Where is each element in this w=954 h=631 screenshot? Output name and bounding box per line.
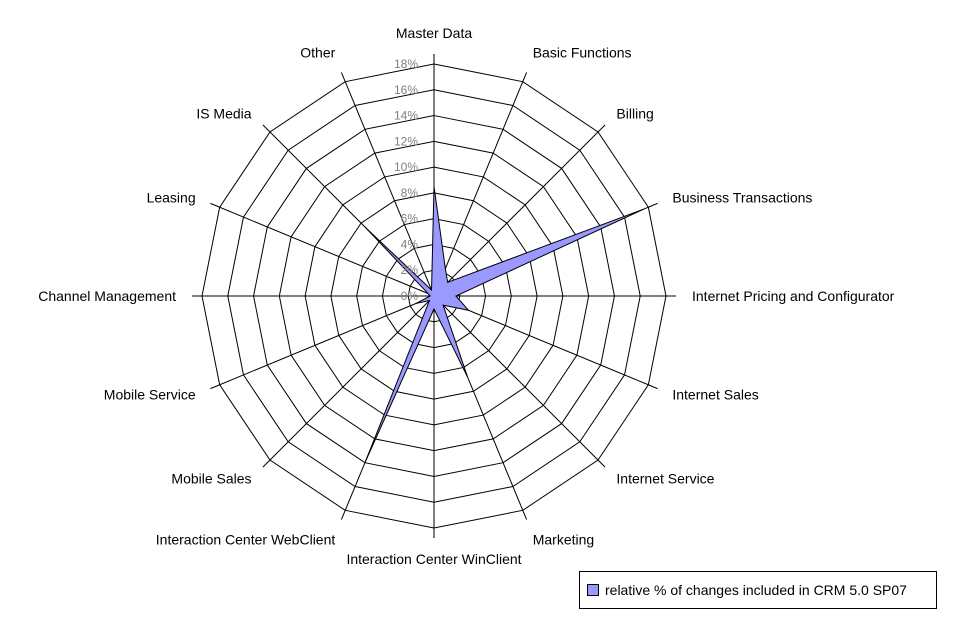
tick-label: 6% (401, 212, 419, 226)
tick-label: 8% (401, 186, 419, 200)
series-layer (364, 186, 644, 462)
tick-label: 18% (394, 57, 418, 71)
spoke (210, 295, 435, 390)
tick-label: 10% (394, 160, 418, 174)
category-label: Internet Service (616, 470, 714, 486)
category-label: Mobile Service (104, 387, 196, 403)
legend: relative % of changes included in CRM 5.… (579, 571, 937, 609)
tick-label: 12% (394, 134, 418, 148)
category-label: Channel Management (38, 288, 176, 304)
category-label: Interaction Center WinClient (346, 551, 521, 567)
tick-label: 0% (401, 289, 419, 303)
spoke (340, 72, 435, 297)
category-label: Internet Sales (672, 387, 758, 403)
tick-label: 2% (401, 263, 419, 277)
legend-swatch (587, 584, 599, 596)
series-area (364, 186, 644, 462)
tick-label: 14% (394, 109, 418, 123)
spoke (433, 295, 658, 390)
category-labels: Master Data Basic Functions Billing Busines… (38, 25, 894, 567)
category-label: Master Data (396, 25, 472, 41)
category-label: Basic Functions (533, 45, 632, 61)
category-label: Leasing (147, 189, 196, 205)
category-label: Mobile Sales (171, 470, 251, 486)
category-label: IS Media (196, 106, 251, 122)
category-label: Internet Pricing and Configurator (692, 288, 895, 304)
spoke (262, 295, 435, 468)
spoke (433, 72, 528, 297)
category-label: Billing (616, 106, 653, 122)
spoke (433, 295, 606, 468)
category-label: Interaction Center WebClient (156, 531, 336, 547)
radial-tick-labels: 0% 2% 4% 6% 8% 10% 12% 14% 16% 18% (394, 57, 418, 303)
tick-label: 16% (394, 83, 418, 97)
spoke (433, 124, 606, 297)
tick-label: 4% (401, 237, 419, 251)
category-label: Business Transactions (672, 189, 812, 205)
category-label: Marketing (533, 531, 594, 547)
legend-label: relative % of changes included in CRM 5.… (605, 582, 907, 598)
category-label: Other (300, 45, 335, 61)
spoke (210, 202, 435, 297)
